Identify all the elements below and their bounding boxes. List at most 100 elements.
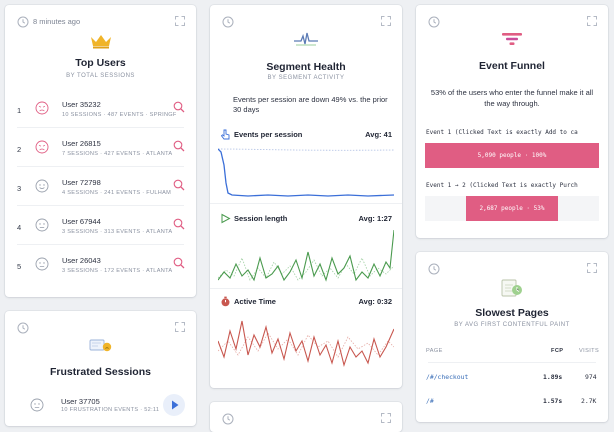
neutral-face-icon — [35, 257, 49, 271]
clock-icon — [17, 322, 29, 334]
frustrated-cursor-icon — [89, 339, 112, 352]
user-name[interactable]: User 26815 — [62, 139, 101, 148]
card-subtitle: BY SEGMENT ACTIVITY — [267, 75, 345, 81]
search-icon[interactable] — [173, 101, 185, 113]
clock-icon — [428, 16, 440, 28]
play-session-button[interactable] — [163, 394, 185, 416]
divider — [210, 203, 402, 204]
top-user-row[interactable]: 1 User 35232 10 SESSIONS · 487 EVENTS · SP… — [5, 97, 196, 127]
neutral-face-icon — [35, 218, 49, 232]
search-icon[interactable] — [173, 179, 185, 191]
user-rank: 1 — [17, 106, 22, 115]
card-title: Slowest Pages — [475, 307, 549, 319]
divider — [17, 166, 184, 167]
metric-average: Avg: 0:32 — [358, 297, 392, 306]
divider — [17, 244, 184, 245]
active-time-sparkline — [218, 320, 394, 367]
fcp-value: 1.57s — [543, 397, 563, 405]
funnel-step-bar[interactable]: 2,687 people · 53% — [465, 196, 559, 221]
search-icon[interactable] — [173, 140, 185, 152]
page-link[interactable]: /#/checkout — [426, 373, 469, 381]
funnel-step-bar[interactable]: 5,090 people · 100% — [425, 143, 599, 168]
page-link[interactable]: /# — [426, 397, 434, 405]
crown-icon — [91, 35, 111, 49]
health-summary: Events per session are down 49% vs. the … — [233, 95, 388, 114]
pointer-icon — [220, 129, 230, 140]
funnel-step-value: 2,687 people · 53% — [479, 205, 545, 212]
funnel-step-track: 5,090 people · 100% — [425, 143, 599, 168]
card-title: Segment Health — [266, 61, 346, 73]
column-header-fcp[interactable]: FCP — [551, 348, 564, 354]
user-meta: 3 SESSIONS · 172 EVENTS · ATLANTA — [62, 268, 173, 274]
happy-face-icon — [35, 179, 49, 193]
user-name[interactable]: User 35232 — [62, 100, 101, 109]
partial-card — [210, 402, 402, 432]
funnel-icon — [502, 33, 522, 45]
column-header-visits[interactable]: VISITS — [579, 348, 600, 354]
expand-icon[interactable] — [587, 263, 597, 273]
updated-time: 8 minutes ago — [33, 17, 81, 26]
metric-name: Events per session — [234, 130, 303, 139]
play-triangle-icon — [221, 213, 231, 224]
clock-icon — [428, 263, 440, 275]
expand-icon[interactable] — [381, 413, 391, 423]
metric-session-length: Session length Avg: 1:27 — [220, 213, 392, 225]
user-meta: 10 SESSIONS · 487 EVENTS · SPRINGFIELD — [62, 112, 176, 118]
session-user-name[interactable]: User 37705 — [61, 397, 100, 406]
search-icon[interactable] — [173, 218, 185, 230]
frustrated-sessions-card: Frustrated Sessions User 37705 10 FRUSTR… — [5, 311, 196, 426]
clock-icon — [222, 16, 234, 28]
top-user-row[interactable]: 2 User 26815 7 SESSIONS · 427 EVENTS · ATL… — [5, 136, 196, 166]
stopwatch-icon — [221, 296, 230, 307]
page-speed-icon — [501, 279, 522, 297]
card-title: Frustrated Sessions — [50, 366, 151, 378]
user-meta: 3 SESSIONS · 313 EVENTS · ATLANTA — [62, 229, 173, 235]
frustrated-face-icon — [35, 101, 49, 115]
metric-average: Avg: 1:27 — [358, 214, 392, 223]
clock-icon — [222, 413, 234, 425]
session-row[interactable]: User 37705 10 FRUSTRATION EVENTS · 52:11 — [5, 394, 196, 424]
funnel-summary: 53% of the users who enter the funnel ma… — [430, 88, 594, 108]
top-user-row[interactable]: 3 User 72798 4 SESSIONS · 241 EVENTS · FUL… — [5, 175, 196, 205]
clock-icon — [17, 16, 29, 28]
top-user-row[interactable]: 4 User 67944 3 SESSIONS · 313 EVENTS · ATL… — [5, 214, 196, 244]
funnel-step-track: 2,687 people · 53% — [425, 196, 599, 221]
top-user-row[interactable]: 5 User 26043 3 SESSIONS · 172 EVENTS · ATL… — [5, 253, 196, 283]
neutral-face-icon — [30, 398, 44, 412]
funnel-step-label: Event 1 (Clicked Text is exactly Add to … — [426, 129, 578, 136]
divider — [17, 205, 184, 206]
metric-average: Avg: 41 — [365, 130, 392, 139]
funnel-step-label: Event 1 → 2 (Clicked Text is exactly Pur… — [426, 182, 578, 189]
visits-value: 2.7K — [581, 397, 597, 405]
divider — [17, 127, 184, 128]
user-rank: 3 — [17, 184, 22, 193]
funnel-step-value: 5,090 people · 100% — [477, 152, 547, 159]
card-title: Event Funnel — [479, 60, 545, 72]
divider — [210, 288, 402, 289]
events-per-session-sparkline — [218, 148, 394, 197]
metric-name: Active Time — [234, 297, 276, 306]
expand-icon[interactable] — [381, 16, 391, 26]
expand-icon[interactable] — [587, 16, 597, 26]
top-users-card: 8 minutes ago Top Users BY TOTAL SESSION… — [5, 5, 196, 297]
user-meta: 4 SESSIONS · 241 EVENTS · FULHAM — [62, 190, 172, 196]
slowest-pages-card: Slowest Pages BY AVG FIRST CONTENTFUL PA… — [416, 252, 608, 422]
session-meta: 10 FRUSTRATION EVENTS · 52:11 — [61, 407, 160, 413]
column-header-page[interactable]: PAGE — [426, 348, 443, 354]
metric-active-time: Active Time Avg: 0:32 — [220, 296, 392, 308]
session-length-sparkline — [218, 229, 394, 282]
user-name[interactable]: User 26043 — [62, 256, 101, 265]
user-rank: 5 — [17, 262, 22, 271]
expand-icon[interactable] — [175, 16, 185, 26]
card-title: Top Users — [75, 57, 126, 69]
pulse-icon — [294, 32, 318, 46]
fcp-value: 1.89s — [543, 373, 563, 381]
expand-icon[interactable] — [175, 322, 185, 332]
visits-value: 974 — [585, 373, 597, 381]
frustrated-face-icon — [35, 140, 49, 154]
card-subtitle: BY AVG FIRST CONTENTFUL PAINT — [454, 322, 570, 328]
search-icon[interactable] — [173, 257, 185, 269]
event-funnel-card: Event Funnel 53% of the users who enter … — [416, 5, 608, 238]
user-name[interactable]: User 72798 — [62, 178, 101, 187]
user-name[interactable]: User 67944 — [62, 217, 101, 226]
